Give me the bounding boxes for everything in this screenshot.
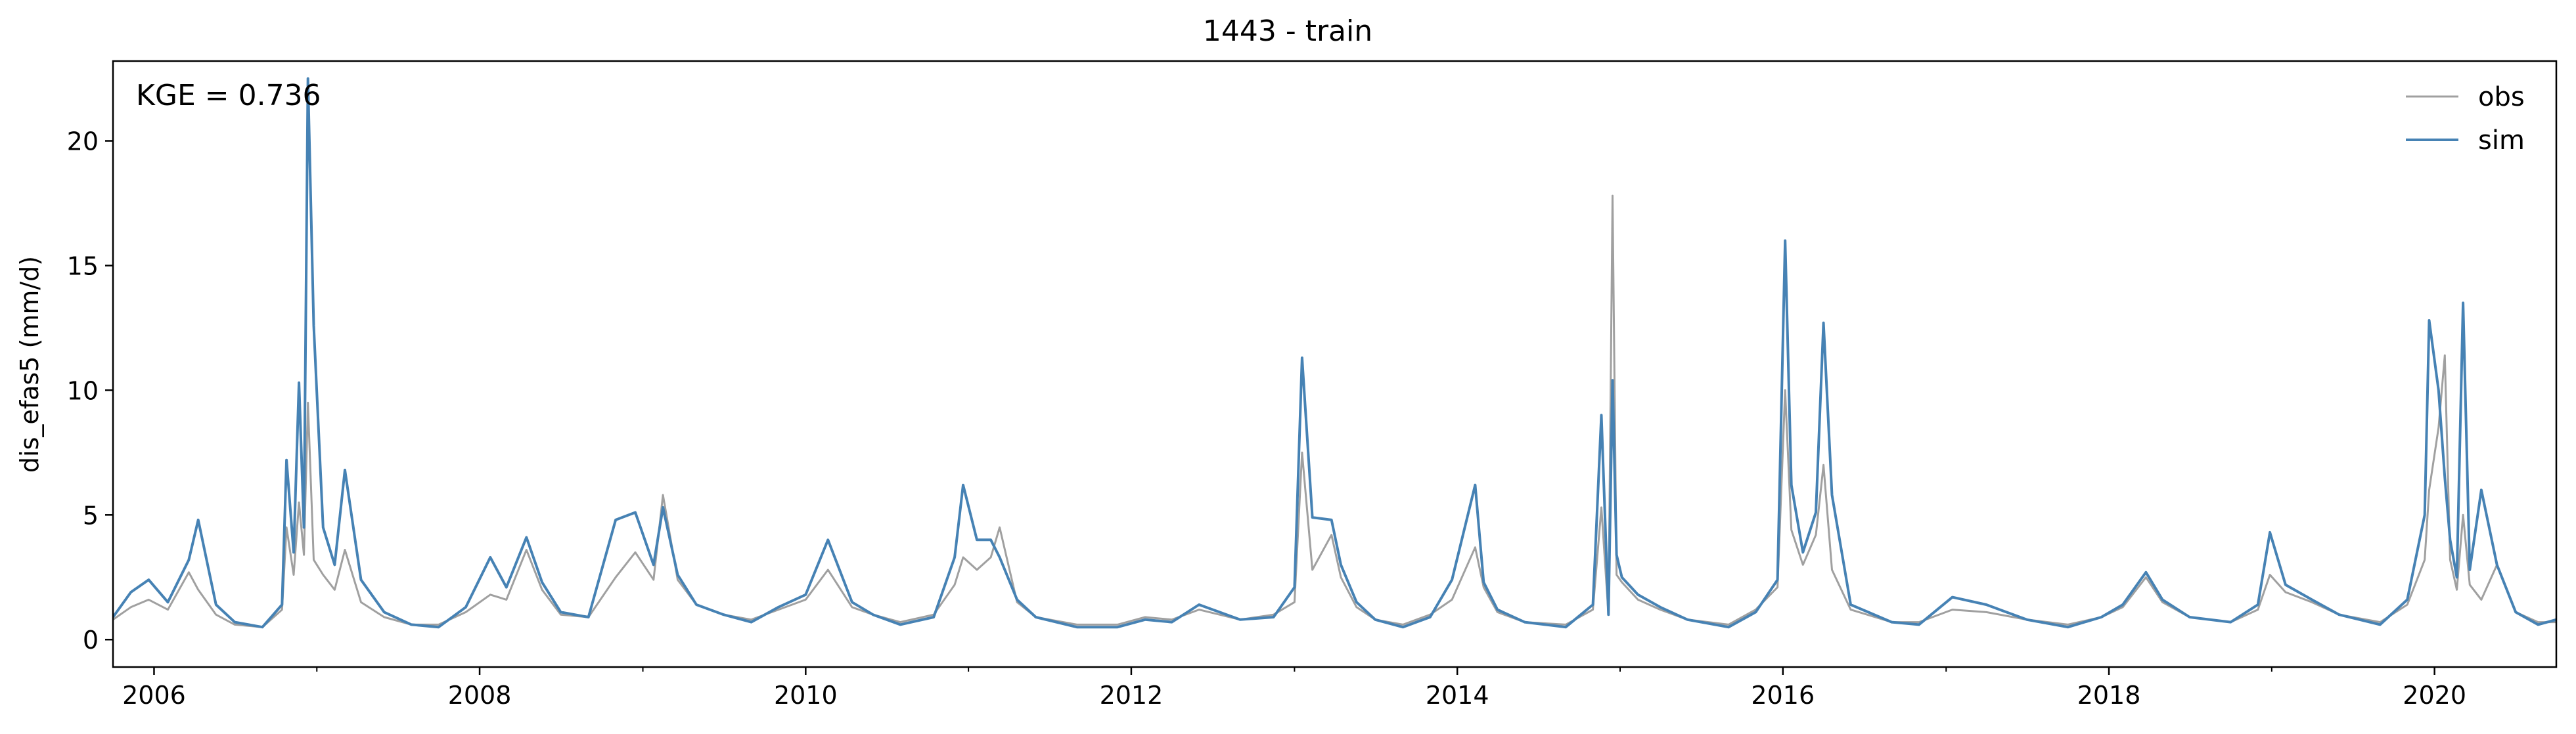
x-tick-label: 2010 <box>774 681 838 710</box>
plot-frame <box>112 60 2558 668</box>
legend-label-obs: obs <box>2478 82 2525 112</box>
y-tick-label: 10 <box>67 376 99 405</box>
x-tick-label: 2018 <box>2077 681 2141 710</box>
x-tick-label: 2020 <box>2403 681 2466 710</box>
x-tick-label: 2016 <box>1751 681 1815 710</box>
y-tick-label: 5 <box>83 501 99 530</box>
plot-area <box>112 60 2558 668</box>
x-tick-label: 2008 <box>448 681 512 710</box>
x-tick-label: 2006 <box>122 681 186 710</box>
y-tick-label: 0 <box>83 626 99 655</box>
legend-label-sim: sim <box>2478 125 2525 156</box>
kge-annotation: KGE = 0.736 <box>136 79 321 112</box>
y-tick-label: 15 <box>67 251 99 280</box>
y-axis-label: dis_efas5 (mm/d) <box>15 256 44 473</box>
legend: obs sim <box>2406 82 2525 156</box>
x-tick-label: 2014 <box>1426 681 1489 710</box>
series-line-sim <box>113 77 2556 629</box>
chart-title: 1443 - train <box>1203 14 1372 48</box>
x-tick-label: 2012 <box>1100 681 1164 710</box>
y-axis: 0 5 10 15 20 <box>67 127 113 655</box>
y-tick-label: 20 <box>67 127 99 156</box>
series-layer <box>113 77 2556 629</box>
x-axis: 2006 2008 2010 2012 2014 2016 2018 2020 <box>122 667 2466 710</box>
